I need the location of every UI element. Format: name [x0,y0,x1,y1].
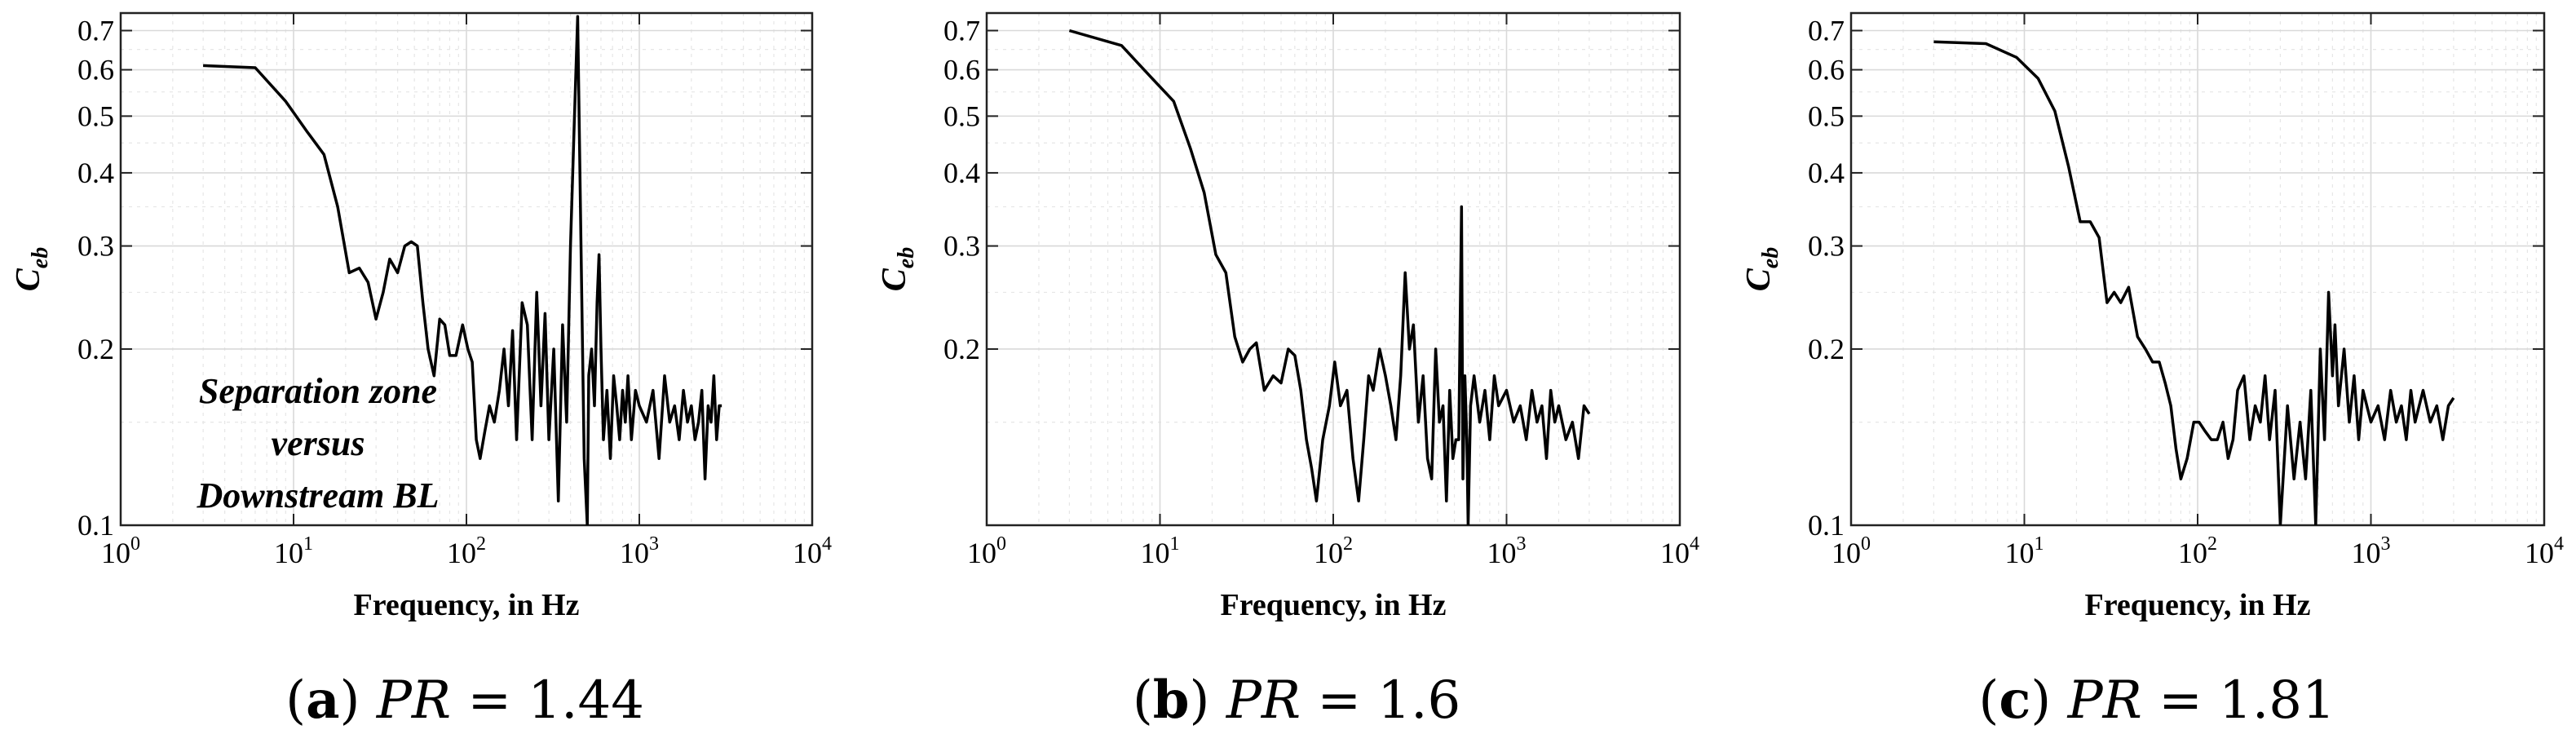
y-axis-label: Ceb [1740,247,1783,291]
y-tick-label: 0.7 [943,15,980,47]
y-axis-label: Ceb [876,247,919,291]
x-tick-label: 103 [2352,533,2391,569]
panel-caption: (a) PR = 1.44 [285,670,644,731]
x-tick-label: 102 [2178,533,2217,569]
x-axis-label: Frequency, in Hz [2085,588,2311,622]
x-tick-label: 104 [2525,533,2564,569]
y-tick-label: 0.3 [1808,230,1845,263]
y-tick-label: 0.7 [77,15,114,47]
y-tick-label: 0.6 [1808,54,1845,86]
y-tick-label: 0.2 [77,333,114,365]
series-line [1068,29,1591,525]
x-tick-label: 104 [1660,533,1699,569]
y-tick-label: 0.3 [77,230,114,263]
x-tick-label: 101 [274,533,313,569]
x-axis-label: Frequency, in Hz [354,588,580,622]
panel-caption: (b) PR = 1.6 [1133,670,1460,731]
annotation-line: versus [272,423,365,463]
y-tick-label: 0.4 [77,157,114,189]
y-tick-label: 0.2 [1808,333,1845,365]
annotation-line: Downstream BL [196,475,439,515]
series-line [1933,40,2455,525]
chart-panel-c: 100 101 102 103 104 0.1 0.2 0.3 0.4 0.5 0.6 0.7 Freq… [1740,11,2564,731]
y-tick-label: 0.5 [943,100,980,132]
x-tick-label: 101 [2005,533,2044,569]
x-tick-label: 102 [1314,533,1353,569]
chart-panel-a: 100 101 102 103 104 0.1 0.2 0.3 0.4 0.5 0.6 0.7 Freq… [10,11,832,731]
y-tick-label: 0.2 [943,333,980,365]
series-line [203,15,722,525]
panel-caption: (c) PR = 1.81 [1978,670,2335,731]
y-tick-label: 0.4 [1808,157,1845,189]
x-tick-label: 102 [447,533,486,569]
x-axis-label: Frequency, in Hz [1221,588,1447,622]
x-tick-label: 100 [1831,533,1871,569]
x-tick-label: 100 [967,533,1006,569]
annotation-line: Separation zone [199,371,437,411]
y-tick-label: 0.1 [77,509,114,542]
y-tick-label: 0.6 [77,54,114,86]
y-axis-label: Ceb [10,247,53,291]
y-tick-label: 0.5 [1808,100,1845,132]
chart-panel-b: 100 101 102 103 104 0.2 0.3 0.4 0.5 0.6 0.7 Frequen… [876,11,1699,731]
y-tick-label: 0.7 [1808,15,1845,47]
y-tick-label: 0.6 [943,54,980,86]
x-tick-label: 100 [101,533,140,569]
x-tick-label: 103 [620,533,659,569]
x-tick-label: 103 [1487,533,1527,569]
y-tick-label: 0.4 [943,157,980,189]
y-tick-label: 0.3 [943,230,980,263]
y-tick-label: 0.5 [77,100,114,132]
x-tick-label: 101 [1141,533,1180,569]
x-tick-label: 104 [793,533,832,569]
y-tick-label: 0.1 [1808,509,1845,542]
